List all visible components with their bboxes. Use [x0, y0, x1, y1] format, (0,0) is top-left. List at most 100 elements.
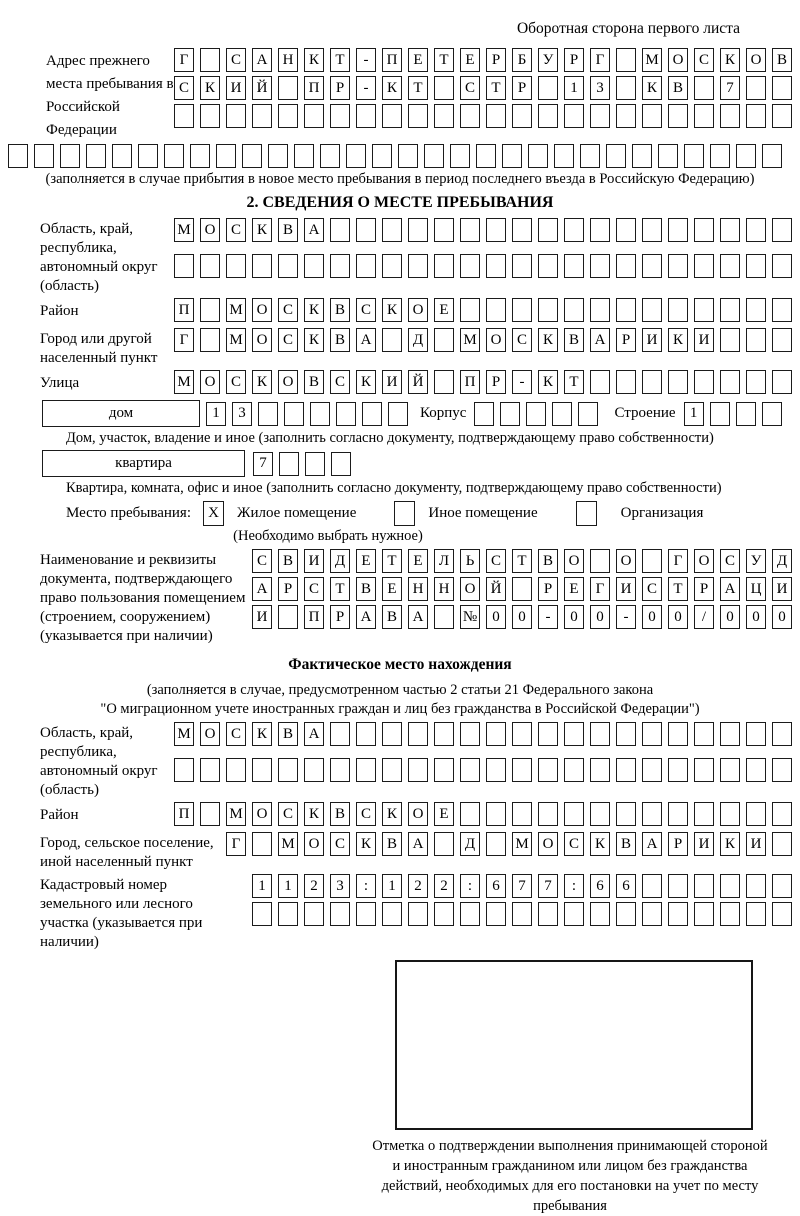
char-cell — [538, 298, 558, 322]
char-cell: О — [304, 832, 324, 856]
char-cell: Ц — [746, 577, 766, 601]
char-cell — [616, 758, 636, 782]
char-cell — [564, 758, 584, 782]
char-cell — [60, 144, 80, 168]
char-cell — [590, 758, 610, 782]
char-cell — [746, 902, 766, 926]
stay-type-label: Место пребывания: — [66, 505, 191, 521]
char-cell: 6 — [486, 874, 506, 898]
char-cell — [668, 254, 688, 278]
char-cell — [772, 832, 792, 856]
char-cell — [408, 722, 428, 746]
char-cell: О — [694, 549, 714, 573]
city-label: Город или другой населенный пункт — [40, 331, 158, 366]
char-cell: Т — [564, 370, 584, 394]
char-cell: К — [252, 722, 272, 746]
char-cell — [310, 401, 330, 426]
char-cell: 0 — [772, 605, 792, 629]
char-cell: М — [226, 802, 246, 826]
char-cell — [642, 758, 662, 782]
char-cell: В — [356, 577, 376, 601]
char-cell — [190, 144, 210, 168]
char-cell — [709, 401, 730, 426]
char-cell — [590, 104, 610, 128]
char-cell: В — [382, 832, 402, 856]
char-cell: Н — [434, 577, 454, 601]
char-cell — [642, 874, 662, 898]
char-cell — [720, 902, 740, 926]
char-row: 7 — [253, 451, 351, 476]
char-cell — [694, 218, 714, 242]
char-cell: В — [668, 76, 688, 100]
char-cell — [258, 401, 278, 426]
option-other-premises-label: Иное помещение — [428, 505, 538, 521]
char-cell: В — [616, 832, 636, 856]
char-cell — [200, 254, 220, 278]
char-cell — [616, 218, 636, 242]
char-cell: Й — [408, 370, 428, 394]
char-cell — [486, 722, 506, 746]
char-cell: 2 — [304, 874, 324, 898]
char-cell — [434, 605, 454, 629]
char-cell — [538, 218, 558, 242]
char-cell — [720, 104, 740, 128]
char-cell — [346, 144, 366, 168]
char-cell — [252, 254, 272, 278]
char-cell — [226, 104, 246, 128]
char-cell — [434, 328, 454, 352]
char-cell: - — [616, 605, 636, 629]
char-cell: 0 — [486, 605, 506, 629]
char-cell — [694, 298, 714, 322]
previous-address-label: Адрес прежнего места пребывания в Россий… — [46, 53, 174, 138]
char-cell: Б — [512, 48, 532, 72]
char-cell — [460, 104, 480, 128]
char-cell: Д — [408, 328, 428, 352]
char-cell: У — [746, 549, 766, 573]
char-cell: 0 — [642, 605, 662, 629]
confirmation-stamp-caption: Отметка о подтверждении выполнения прини… — [372, 1138, 768, 1214]
confirmation-stamp-box — [395, 960, 753, 1130]
char-cell: В — [772, 48, 792, 72]
char-cell — [356, 218, 376, 242]
char-cell: К — [304, 298, 324, 322]
char-cell: 2 — [408, 874, 428, 898]
char-cell — [408, 104, 428, 128]
char-cell — [578, 401, 599, 426]
char-cell — [304, 104, 324, 128]
char-cell — [331, 451, 351, 476]
char-cell: Т — [434, 48, 454, 72]
document-label: Наименование и реквизиты документа, подт… — [40, 552, 246, 644]
char-cell — [642, 549, 662, 573]
char-cell — [642, 104, 662, 128]
char-cell — [720, 298, 740, 322]
char-cell — [720, 218, 740, 242]
checkbox-organization — [575, 501, 597, 526]
char-cell — [772, 298, 792, 322]
char-cell: В — [382, 605, 402, 629]
char-cell: В — [564, 328, 584, 352]
previous-address-note: (заполняется в случае прибытия в новое м… — [45, 171, 755, 187]
char-cell — [720, 254, 740, 278]
char-cell: О — [408, 298, 428, 322]
char-cell — [564, 902, 584, 926]
char-cell — [434, 254, 454, 278]
char-cell: К — [642, 76, 662, 100]
char-cell — [538, 722, 558, 746]
actual-district-label: Район — [40, 807, 79, 823]
char-cell — [284, 401, 304, 426]
char-cell: И — [382, 370, 402, 394]
char-cell: Е — [408, 549, 428, 573]
char-cell: 1 — [252, 874, 272, 898]
char-cell: О — [252, 298, 272, 322]
char-cell — [668, 874, 688, 898]
char-cell: К — [304, 48, 324, 72]
char-cell: С — [356, 802, 376, 826]
char-cell — [746, 874, 766, 898]
char-cell — [668, 298, 688, 322]
